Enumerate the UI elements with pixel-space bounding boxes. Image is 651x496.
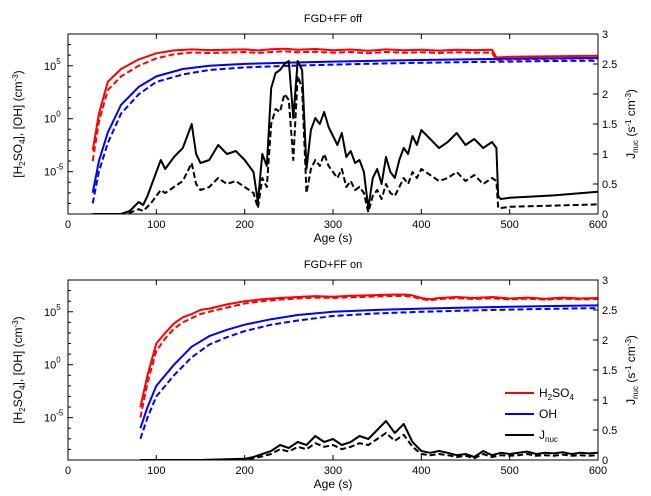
y-tick-label: 100 (44, 356, 61, 372)
legend-label-jnuc-solid: Jnuc (539, 428, 558, 444)
y2-tick-label: 1.5 (602, 365, 617, 377)
y2-axis-title: Jnuc (s-1 cm-3) (624, 89, 640, 159)
x-tick-label: 100 (147, 219, 165, 231)
y2-tick-label: 1 (602, 395, 608, 407)
y2-tick-label: 1 (602, 149, 608, 161)
y-tick-label: 10-5 (44, 163, 64, 179)
x-tick-label: 600 (589, 465, 607, 477)
y-axis-title: [H2SO4], [OH] (cm-3) (11, 316, 27, 423)
panel-2: FGD+FF on 0 100 200 300 400 500 600 10-5 100 105 0 0… (11, 259, 640, 491)
y2-tick-label: 2 (602, 335, 608, 347)
y2-axis-title: Jnuc (s-1 cm-3) (624, 335, 640, 405)
x-tick-label: 200 (235, 219, 253, 231)
series-line-h2so4-solid (91, 47, 598, 151)
series-line-jnuc-dashed (92, 75, 598, 214)
x-tick-label: 400 (412, 465, 430, 477)
x-tick-label: 300 (324, 465, 342, 477)
series-group (139, 293, 598, 460)
x-tick-label: 500 (500, 219, 518, 231)
x-tick-label: 600 (589, 219, 607, 231)
x-axis-title: Age (s) (314, 231, 353, 245)
y-tick-label: 10-5 (44, 409, 64, 425)
legend-label-oh-solid: OH (539, 407, 557, 421)
series-line-oh-solid (139, 304, 598, 429)
y-tick-label: 100 (44, 110, 61, 126)
series-line-oh-solid (91, 56, 598, 193)
x-tick-label: 0 (65, 465, 71, 477)
y2-tick-label: 2 (602, 89, 608, 101)
y-axis-title: [H2SO4], [OH] (cm-3) (11, 70, 27, 177)
series-line-oh-dashed (139, 307, 598, 440)
series-line-jnuc-dashed (140, 432, 598, 460)
series-line-h2so4-dashed (139, 294, 598, 418)
y2-tick-label: 0.5 (602, 179, 617, 191)
x-axis-title: Age (s) (314, 477, 353, 491)
y2-tick-label: 0.5 (602, 425, 617, 437)
x-tick-label: 100 (147, 465, 165, 477)
x-tick-label: 400 (412, 219, 430, 231)
panel-title: FGD+FF off (304, 13, 363, 25)
series-line-h2so4-dashed (91, 50, 598, 162)
panel-title: FGD+FF on (304, 259, 362, 271)
legend-label-h2so4-solid: H2SO4 (539, 386, 574, 402)
y2-tick-label: 0 (602, 455, 608, 467)
y2-tick-label: 3 (602, 275, 608, 287)
y2-tick-label: 2.5 (602, 305, 617, 317)
y2-tick-label: 3 (602, 29, 608, 41)
x-tick-label: 0 (65, 219, 71, 231)
series-line-jnuc-solid (92, 60, 598, 214)
x-tick-label: 200 (235, 465, 253, 477)
y2-tick-label: 1.5 (602, 119, 617, 131)
x-tick-label: 500 (500, 465, 518, 477)
y2-tick-label: 0 (602, 209, 608, 221)
series-group (91, 47, 598, 214)
y-tick-label: 105 (44, 57, 61, 73)
x-tick-label: 300 (324, 219, 342, 231)
series-line-jnuc-solid (140, 420, 598, 460)
series-line-oh-dashed (91, 59, 598, 204)
panel-1: FGD+FF off 0 100 200 300 400 500 600 10-5 100 105 0… (11, 13, 640, 245)
y-tick-label: 105 (44, 303, 61, 319)
legend: H2SO4 OH Jnuc (505, 386, 574, 444)
y2-tick-label: 2.5 (602, 59, 617, 71)
